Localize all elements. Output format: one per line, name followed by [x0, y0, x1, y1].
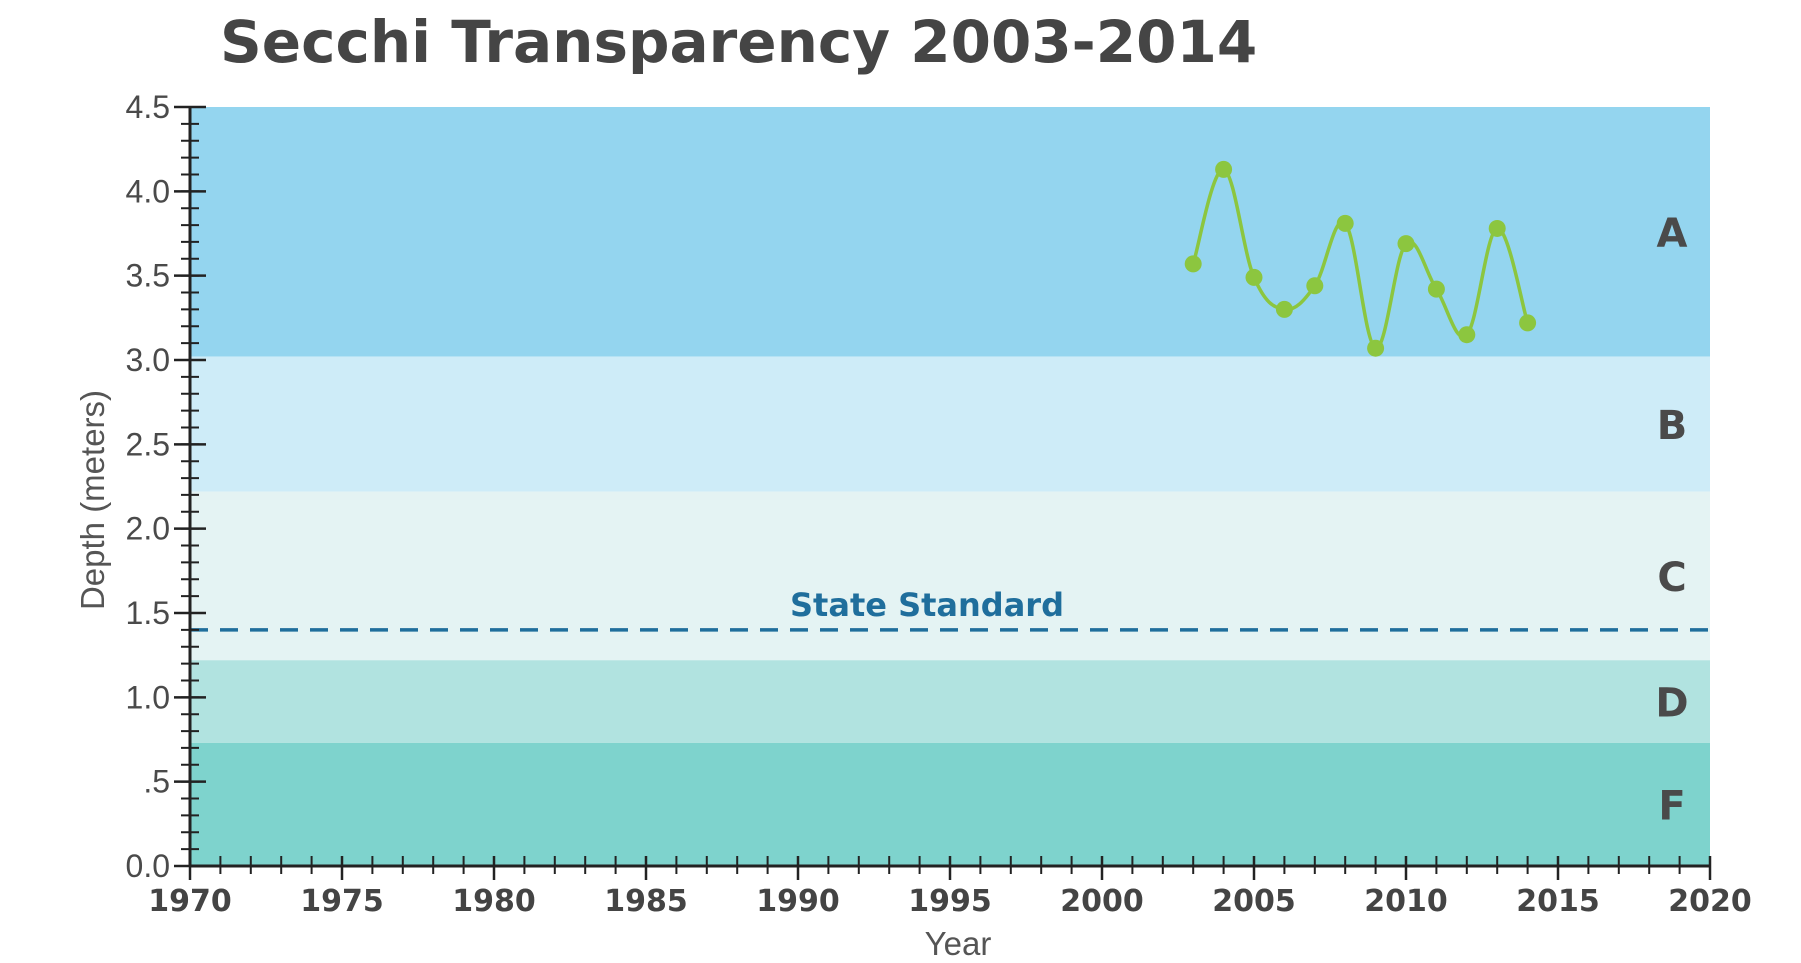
- y-tick-label: 3.0: [126, 342, 170, 378]
- y-tick-label: 4.5: [126, 89, 170, 125]
- y-tick-label: 4.0: [126, 173, 170, 209]
- data-point: [1488, 219, 1506, 237]
- y-tick-label: 2.5: [126, 426, 170, 462]
- state-standard-label: State Standard: [790, 586, 1064, 624]
- band-a: [190, 107, 1710, 357]
- data-point: [1397, 235, 1415, 253]
- grade-label-b: B: [1657, 403, 1688, 449]
- data-point: [1275, 300, 1293, 318]
- x-tick-label: 1990: [756, 884, 840, 919]
- x-tick-label: 1995: [908, 884, 992, 919]
- x-tick-label: 2015: [1516, 884, 1600, 919]
- y-tick-label: 1.5: [126, 595, 170, 631]
- grade-labels: A B C D F: [1655, 211, 1688, 830]
- series-line: [1191, 167, 1530, 350]
- band-d: [190, 660, 1710, 743]
- y-tick-label: .5: [143, 764, 170, 800]
- y-tick-label: 3.5: [126, 258, 170, 294]
- x-axis-label: Year: [925, 925, 992, 962]
- data-point: [1336, 214, 1354, 232]
- band-c: [190, 491, 1710, 661]
- data-point: [1367, 339, 1385, 357]
- data-point: [1519, 314, 1537, 332]
- x-tick-label: 2010: [1364, 884, 1448, 919]
- grade-label-f: F: [1658, 783, 1685, 829]
- state-standard: State Standard: [190, 586, 1710, 632]
- x-tick-label: 1975: [300, 884, 384, 919]
- data-point: [1306, 277, 1324, 295]
- data-point: [1458, 326, 1476, 344]
- chart-title: Secchi Transparency 2003-2014: [220, 8, 1257, 76]
- band-f: [190, 742, 1710, 866]
- data-point: [1184, 255, 1202, 273]
- x-axis: 1970 1975 1980 1985 1990 1995 2000 2005 2010 2015…: [148, 856, 1752, 919]
- band-b: [190, 356, 1710, 492]
- y-tick-label: 0.0: [126, 848, 170, 884]
- y-axis: 0.0 .5 1.0 1.5 2.0 2.5 3.0 3.5 4.0 4.5: [126, 89, 206, 884]
- x-tick-label: 2005: [1212, 884, 1296, 919]
- series-group: [1184, 160, 1537, 357]
- data-point: [1427, 280, 1445, 298]
- data-point: [1245, 268, 1263, 286]
- grade-label-a: A: [1657, 211, 1688, 257]
- data-point: [1215, 160, 1233, 178]
- y-tick-label: 1.0: [126, 679, 170, 715]
- y-tick-label: 2.0: [126, 511, 170, 547]
- grade-label-d: D: [1655, 681, 1688, 727]
- grade-bands: [190, 107, 1710, 866]
- x-tick-label: 1985: [604, 884, 688, 919]
- grade-label-c: C: [1657, 555, 1686, 601]
- x-tick-label: 1980: [452, 884, 536, 919]
- x-tick-label: 2020: [1668, 884, 1752, 919]
- x-tick-label: 1970: [148, 884, 232, 919]
- x-tick-label: 2000: [1060, 884, 1144, 919]
- y-axis-label: Depth (meters): [74, 390, 111, 610]
